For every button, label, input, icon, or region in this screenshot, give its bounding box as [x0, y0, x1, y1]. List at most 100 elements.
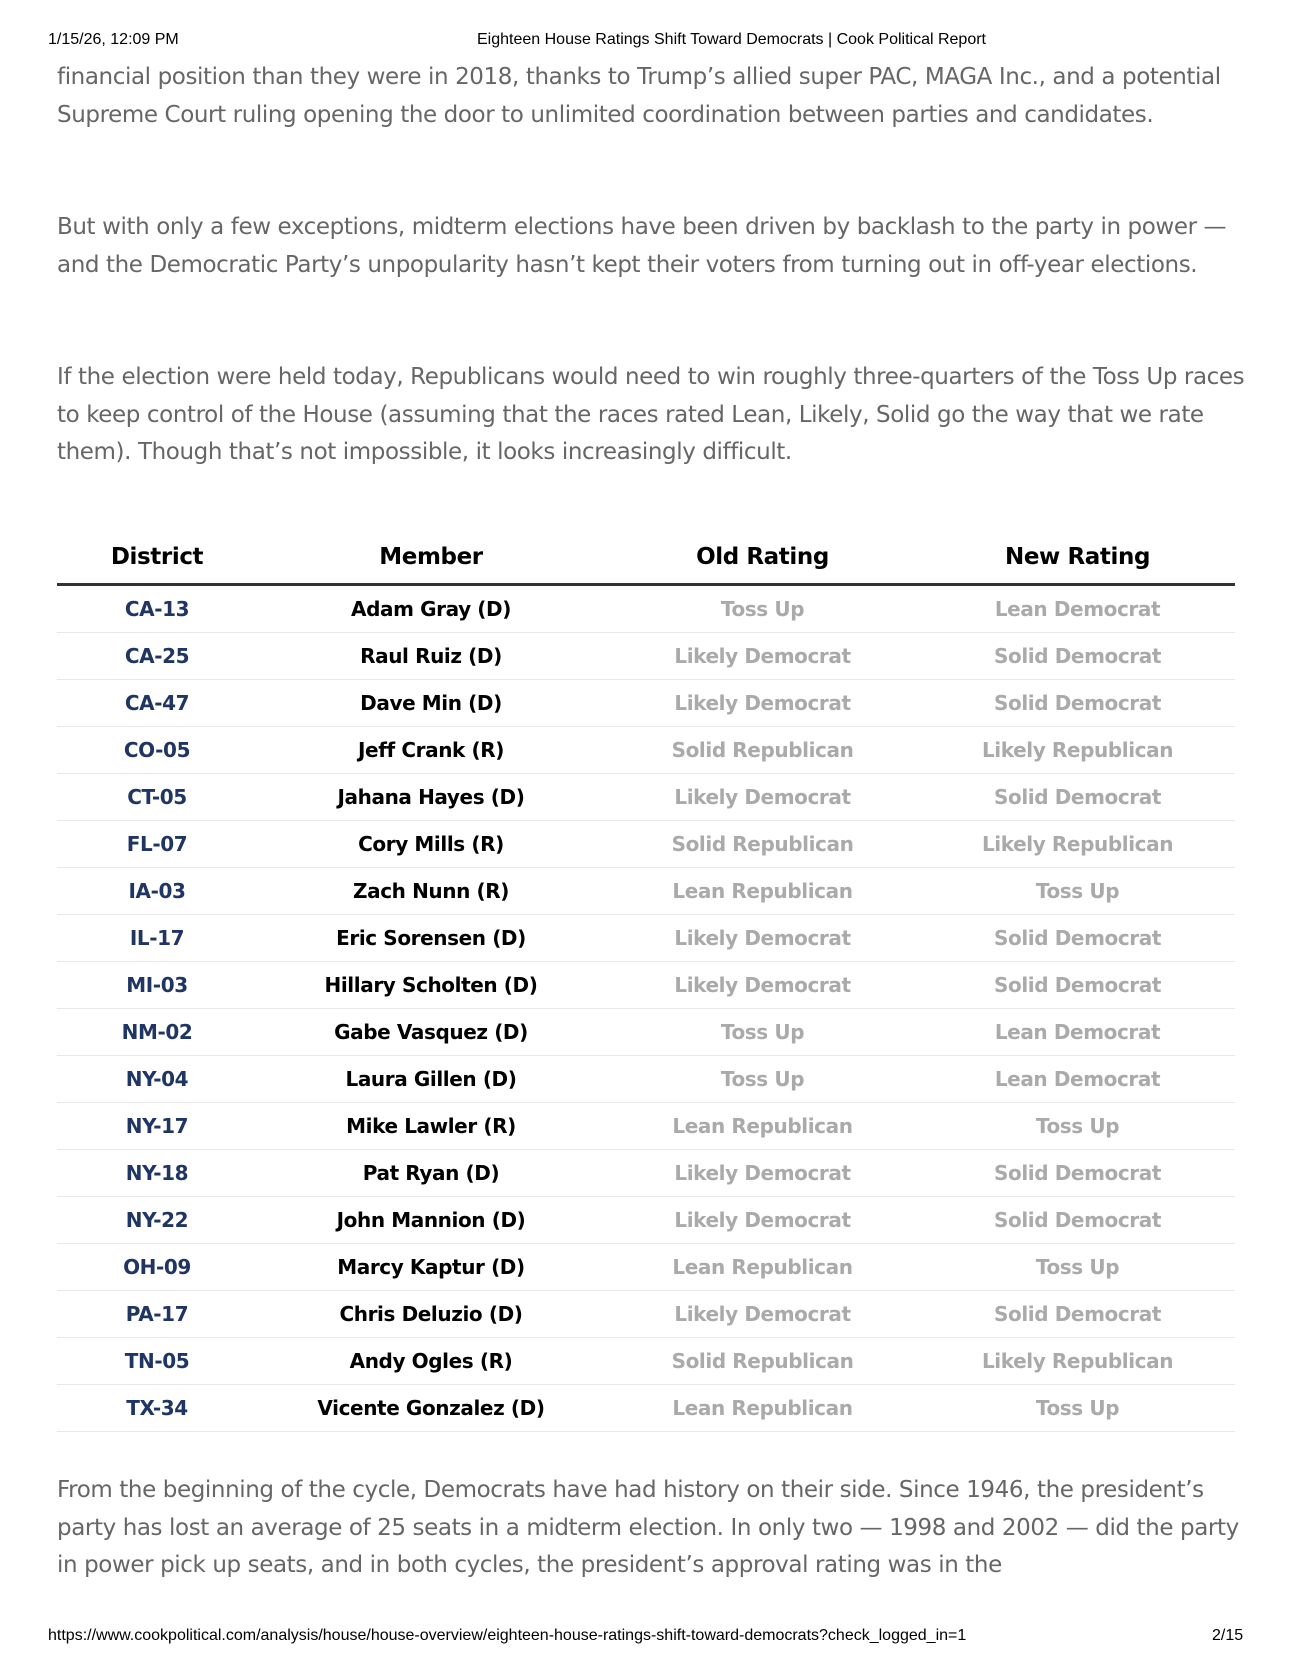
table-row: NY-22 John Mannion (D) Likely Democrat Soli…	[57, 1196, 1235, 1244]
member-name: Dave Min (D)	[257, 679, 605, 727]
old-rating: Solid Republican	[605, 726, 920, 774]
new-rating: Solid Democrat	[920, 632, 1235, 680]
table-row: CO-05 Jeff Crank (R) Solid Republican Likel…	[57, 726, 1235, 774]
new-rating: Lean Democrat	[920, 1055, 1235, 1103]
new-rating: Toss Up	[920, 867, 1235, 915]
old-rating: Solid Republican	[605, 820, 920, 868]
table-header-row: District Member Old Rating New Rating	[57, 530, 1235, 586]
paragraph: If the election were held today, Republi…	[57, 364, 1245, 465]
table-row: CA-47 Dave Min (D) Likely Democrat Solid De…	[57, 679, 1235, 727]
district-link[interactable]: TN-05	[57, 1337, 257, 1385]
new-rating: Solid Democrat	[920, 679, 1235, 727]
page-number: 2/15	[1212, 1627, 1244, 1644]
new-rating: Solid Democrat	[920, 1290, 1235, 1338]
member-name: John Mannion (D)	[257, 1196, 605, 1244]
new-rating: Toss Up	[920, 1102, 1235, 1150]
ratings-change-table: District Member Old Rating New Rating CA…	[57, 530, 1235, 1432]
member-name: Mike Lawler (R)	[257, 1102, 605, 1150]
member-name: Laura Gillen (D)	[257, 1055, 605, 1103]
new-rating: Solid Democrat	[920, 1196, 1235, 1244]
district-link[interactable]: MI-03	[57, 961, 257, 1009]
member-name: Andy Ogles (R)	[257, 1337, 605, 1385]
table-row: TN-05 Andy Ogles (R) Solid Republican Likel…	[57, 1337, 1235, 1385]
district-link[interactable]: CO-05	[57, 726, 257, 774]
table-row: CA-25 Raul Ruiz (D) Likely Democrat Solid D…	[57, 632, 1235, 680]
old-rating: Lean Republican	[605, 1243, 920, 1291]
old-rating: Likely Democrat	[605, 914, 920, 962]
new-rating: Solid Democrat	[920, 914, 1235, 962]
new-rating: Likely Republican	[920, 820, 1235, 868]
member-name: Gabe Vasquez (D)	[257, 1008, 605, 1056]
old-rating: Lean Republican	[605, 1102, 920, 1150]
district-link[interactable]: IA-03	[57, 867, 257, 915]
paragraph: But with only a few exceptions, midterm …	[57, 214, 1227, 278]
table-row: NM-02 Gabe Vasquez (D) Toss Up Lean Democra…	[57, 1008, 1235, 1056]
new-rating: Solid Democrat	[920, 961, 1235, 1009]
table-row: FL-07 Cory Mills (R) Solid Republican Likel…	[57, 820, 1235, 868]
member-name: Zach Nunn (R)	[257, 867, 605, 915]
old-rating: Toss Up	[605, 1055, 920, 1103]
table-row: IL-17 Eric Sorensen (D) Likely Democrat Sol…	[57, 914, 1235, 962]
new-rating: Solid Democrat	[920, 773, 1235, 821]
member-name: Cory Mills (R)	[257, 820, 605, 868]
header-new-rating: New Rating	[920, 530, 1235, 586]
new-rating: Lean Democrat	[920, 1008, 1235, 1056]
district-link[interactable]: OH-09	[57, 1243, 257, 1291]
member-name: Jeff Crank (R)	[257, 726, 605, 774]
old-rating: Lean Republican	[605, 867, 920, 915]
member-name: Chris Deluzio (D)	[257, 1290, 605, 1338]
new-rating: Solid Democrat	[920, 1149, 1235, 1197]
new-rating: Likely Republican	[920, 726, 1235, 774]
district-link[interactable]: NM-02	[57, 1008, 257, 1056]
old-rating: Likely Democrat	[605, 773, 920, 821]
table-row: NY-18 Pat Ryan (D) Likely Democrat Solid De…	[57, 1149, 1235, 1197]
table-row: NY-04 Laura Gillen (D) Toss Up Lean Democra…	[57, 1055, 1235, 1103]
member-name: Vicente Gonzalez (D)	[257, 1384, 605, 1432]
member-name: Marcy Kaptur (D)	[257, 1243, 605, 1291]
district-link[interactable]: NY-18	[57, 1149, 257, 1197]
table-row: MI-03 Hillary Scholten (D) Likely Democrat…	[57, 961, 1235, 1009]
district-link[interactable]: NY-04	[57, 1055, 257, 1103]
district-link[interactable]: CT-05	[57, 773, 257, 821]
district-link[interactable]: CA-25	[57, 632, 257, 680]
header-district: District	[57, 530, 257, 586]
district-link[interactable]: CA-47	[57, 679, 257, 727]
district-link[interactable]: PA-17	[57, 1290, 257, 1338]
old-rating: Toss Up	[605, 1008, 920, 1056]
old-rating: Likely Democrat	[605, 632, 920, 680]
new-rating: Toss Up	[920, 1243, 1235, 1291]
table-row: IA-03 Zach Nunn (R) Lean Republican Toss Up	[57, 867, 1235, 915]
table-row: TX-34 Vicente Gonzalez (D) Lean Republican…	[57, 1384, 1235, 1432]
print-page-title: Eighteen House Ratings Shift Toward Demo…	[477, 31, 986, 48]
old-rating: Solid Republican	[605, 1337, 920, 1385]
header-old-rating: Old Rating	[605, 530, 920, 586]
old-rating: Likely Democrat	[605, 1196, 920, 1244]
print-timestamp: 1/15/26, 12:09 PM	[48, 31, 179, 48]
district-link[interactable]: IL-17	[57, 914, 257, 962]
district-link[interactable]: NY-22	[57, 1196, 257, 1244]
paragraph: financial position than they were in 201…	[57, 64, 1221, 128]
old-rating: Lean Republican	[605, 1384, 920, 1432]
header-member: Member	[257, 530, 605, 586]
table-row: OH-09 Marcy Kaptur (D) Lean Republican Toss…	[57, 1243, 1235, 1291]
new-rating: Toss Up	[920, 1384, 1235, 1432]
member-name: Hillary Scholten (D)	[257, 961, 605, 1009]
paragraph: From the beginning of the cycle, Democra…	[57, 1477, 1239, 1578]
table-row: NY-17 Mike Lawler (R) Lean Republican Toss …	[57, 1102, 1235, 1150]
table-row: PA-17 Chris Deluzio (D) Likely Democrat Sol…	[57, 1290, 1235, 1338]
district-link[interactable]: TX-34	[57, 1384, 257, 1432]
district-link[interactable]: CA-13	[57, 584, 257, 633]
print-url: https://www.cookpolitical.com/analysis/h…	[48, 1627, 967, 1644]
old-rating: Likely Democrat	[605, 961, 920, 1009]
old-rating: Toss Up	[605, 584, 920, 633]
old-rating: Likely Democrat	[605, 1149, 920, 1197]
old-rating: Likely Democrat	[605, 1290, 920, 1338]
member-name: Pat Ryan (D)	[257, 1149, 605, 1197]
old-rating: Likely Democrat	[605, 679, 920, 727]
member-name: Adam Gray (D)	[257, 584, 605, 633]
district-link[interactable]: NY-17	[57, 1102, 257, 1150]
new-rating: Lean Democrat	[920, 584, 1235, 633]
table-row: CT-05 Jahana Hayes (D) Likely Democrat Soli…	[57, 773, 1235, 821]
member-name: Eric Sorensen (D)	[257, 914, 605, 962]
district-link[interactable]: FL-07	[57, 820, 257, 868]
